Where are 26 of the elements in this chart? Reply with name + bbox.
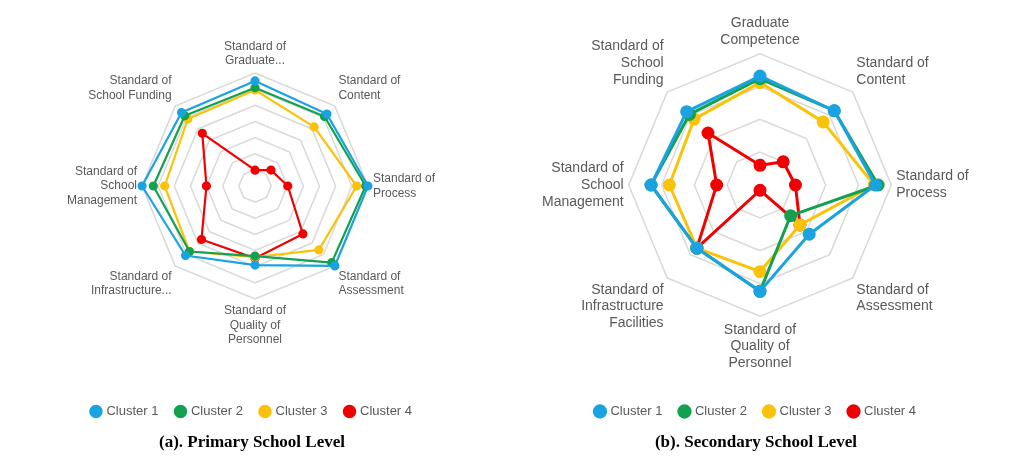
spoke-label: Graduate Competence xyxy=(720,14,800,48)
legend-label: Cluster 1 xyxy=(106,403,159,419)
spoke-label: Standard of School Management xyxy=(67,163,138,207)
text: (b). Secondary School Level xyxy=(653,432,859,452)
legend-label: Cluster 2 xyxy=(190,403,244,419)
legend-label: Cluster 2 xyxy=(694,403,748,419)
spoke-label: Standard of Process xyxy=(896,167,969,201)
spoke-label: Standard of School Management xyxy=(542,159,624,209)
legend-label: Cluster 1 xyxy=(610,403,663,419)
spoke-label: Standard of School Funding xyxy=(88,73,173,102)
spoke-label: Standard of Content xyxy=(338,73,402,102)
spoke-label: Standard of Graduate... xyxy=(223,38,287,68)
legend-label: Cluster 4 xyxy=(360,403,413,419)
spoke-label: Standard of Content xyxy=(856,54,929,88)
spoke-label: Standard of Quality of Personnel xyxy=(723,320,797,371)
spoke-label: Standard of Assessment xyxy=(856,280,933,314)
spoke-label: Standard of Process xyxy=(372,171,436,200)
legend-label: Cluster 3 xyxy=(779,403,832,419)
spoke-label: Standard of Quality of Personnel xyxy=(223,303,287,347)
spoke-label: Standard of Infrastructure Facilities xyxy=(581,280,664,331)
spoke-label: Standard of Assessment xyxy=(338,268,405,298)
legend-label: Cluster 4 xyxy=(864,403,917,419)
spoke-label: Standard of School Funding xyxy=(591,37,664,88)
legend-label: Cluster 3 xyxy=(275,403,328,419)
text: (a). Primary School Level xyxy=(158,432,346,452)
spoke-label: Standard of Infrastructure... xyxy=(90,268,173,298)
